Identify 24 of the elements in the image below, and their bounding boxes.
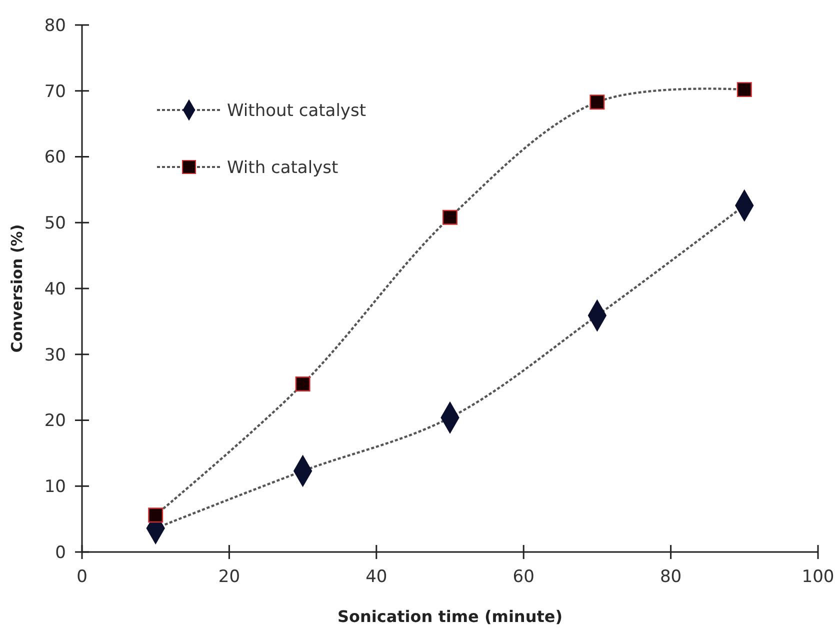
legend-label: Without catalyst <box>227 100 366 121</box>
point <box>736 82 752 98</box>
y-tick-label: 30 <box>44 345 66 366</box>
y-tick-label: 40 <box>44 279 66 300</box>
x-tick-label: 0 <box>76 567 88 587</box>
x-tick-label: 40 <box>366 567 388 587</box>
point <box>590 94 605 110</box>
point <box>295 376 310 392</box>
legend-label: With catalyst <box>227 158 338 178</box>
y-tick-label: 60 <box>44 148 66 168</box>
y-tick-label: 10 <box>44 477 66 498</box>
x-axis-title: Sonication time (minute) <box>337 607 563 626</box>
y-tick-label: 70 <box>44 82 66 102</box>
point <box>148 508 164 523</box>
y-tick-label: 80 <box>44 16 66 36</box>
x-tick-label: 60 <box>512 567 534 587</box>
point <box>442 210 458 225</box>
y-tick-label: 0 <box>55 542 66 563</box>
x-tick-label: 80 <box>660 567 682 587</box>
x-tick-label: 100 <box>802 567 834 587</box>
y-axis-title: Conversion (%) <box>8 224 26 353</box>
y-tick-label: 50 <box>44 214 66 234</box>
x-tick-label: 20 <box>218 567 240 587</box>
y-tick-label: 20 <box>44 411 66 432</box>
